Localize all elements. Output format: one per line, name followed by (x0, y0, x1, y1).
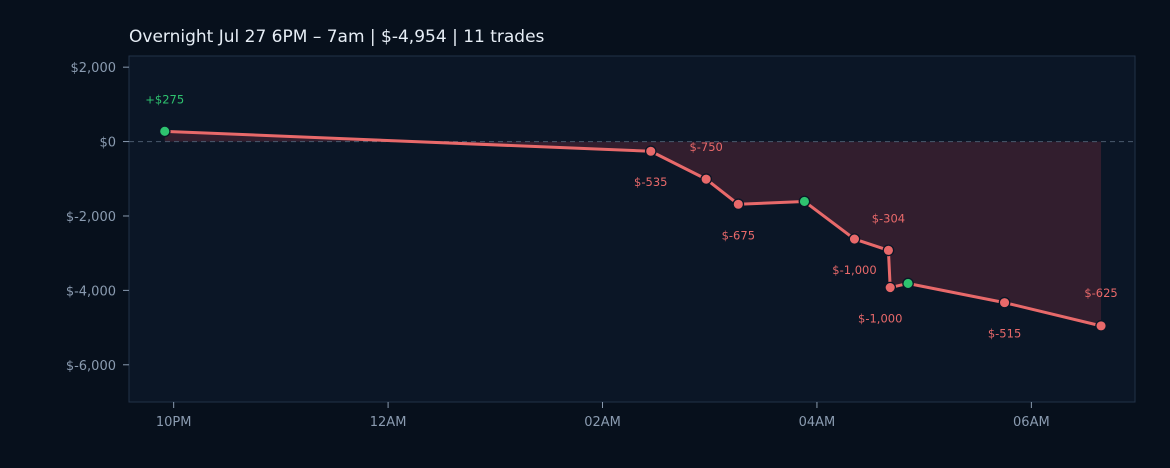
y-tick-label: $-4,000 (66, 284, 116, 299)
trade-point (798, 195, 811, 208)
trade-pnl-label: $-535 (634, 175, 667, 189)
x-tick-label: 02AM (584, 415, 621, 430)
y-tick-label: $0 (99, 136, 116, 151)
trade-point (644, 145, 657, 158)
trade-pnl-label: $-1,000 (858, 312, 902, 326)
trade-point (700, 173, 713, 185)
y-tick-label: $-2,000 (66, 210, 116, 225)
trade-point (882, 244, 895, 257)
trade-pnl-label: +$275 (145, 92, 184, 106)
trade-point (998, 296, 1011, 309)
drawdown-area (164, 131, 1102, 326)
x-axis: 10PM 12AM 02AM 04AM 06AM (156, 402, 1050, 430)
trade-pnl-label: $-750 (689, 140, 722, 154)
trade-point (732, 198, 745, 211)
x-tick-label: 04AM (799, 415, 836, 430)
trade-points (158, 125, 1107, 332)
trade-pnl-label: $-515 (988, 327, 1021, 341)
trade-point (158, 125, 171, 138)
trade-point (902, 277, 914, 290)
x-tick-label: 12AM (370, 415, 407, 430)
trade-point (848, 233, 861, 245)
y-tick-label: $-6,000 (66, 359, 116, 374)
x-tick-label: 10PM (156, 415, 192, 430)
trade-pnl-label: $-1,000 (832, 263, 876, 277)
trade-pnl-label: $-625 (1084, 286, 1117, 300)
x-tick-label: 06AM (1013, 415, 1050, 430)
trade-pnl-label: $-304 (872, 211, 905, 225)
trade-pnl-label: $-675 (722, 228, 755, 242)
chart-title: Overnight Jul 27 6PM – 7am | $-4,954 | 1… (129, 27, 545, 47)
y-axis: $2,000 $0 $-2,000 $-4,000 $-6,000 (66, 61, 129, 374)
trade-point (1095, 320, 1107, 332)
y-tick-label: $2,000 (71, 61, 117, 76)
trade-labels: +$275 $-535 $-750 $-675 $-1,000 $-304 $-1,000 $… (145, 92, 1117, 340)
drawdown-fill (164, 131, 1102, 326)
trade-point (884, 281, 897, 294)
